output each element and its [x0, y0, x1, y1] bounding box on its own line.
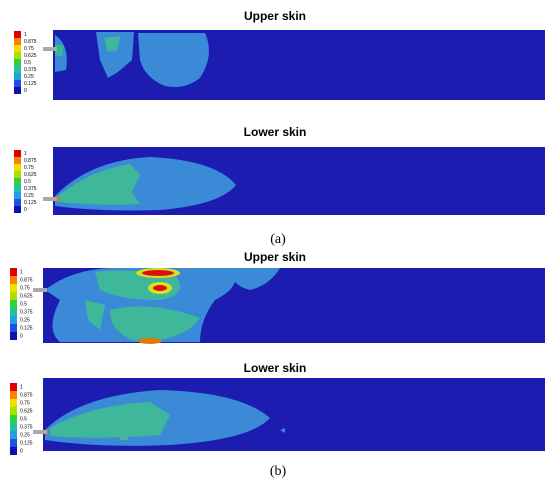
legend-label: 0.125 [24, 200, 37, 206]
legend-swatch [10, 284, 17, 292]
legend-label: 0.875 [20, 392, 33, 398]
legend-swatch [14, 206, 21, 213]
legend-swatch [14, 185, 21, 192]
plot-title: Upper skin [244, 250, 306, 264]
legend-label: 0 [20, 448, 23, 454]
legend-swatch [14, 80, 21, 87]
legend-label: 0.375 [20, 424, 33, 430]
legend-label: 0.375 [24, 186, 37, 192]
legend-swatch [10, 407, 17, 415]
legend-swatch [10, 332, 17, 340]
legend-swatch [14, 150, 21, 157]
legend-swatch [10, 292, 17, 300]
contour-plot [33, 268, 545, 344]
legend-swatch [10, 268, 17, 276]
legend-swatch [14, 73, 21, 80]
legend-swatch [10, 447, 17, 455]
legend-label: 0.5 [20, 416, 27, 422]
legend-swatch [14, 164, 21, 171]
legend-swatch [10, 383, 17, 391]
legend-swatch [14, 171, 21, 178]
legend-label: 1 [24, 32, 27, 38]
panel-label: (a) [270, 232, 286, 247]
legend-label: 0.625 [20, 408, 33, 414]
legend-label: 1 [20, 269, 23, 275]
legend-label: 0 [24, 207, 27, 213]
legend-label: 0.875 [24, 39, 37, 45]
plot-title: Lower skin [244, 361, 307, 375]
legend-swatch [14, 66, 21, 73]
legend-swatch [14, 192, 21, 199]
legend-swatch [10, 423, 17, 431]
legend-swatch [10, 399, 17, 407]
legend-swatch [14, 157, 21, 164]
legend-label: 0.125 [20, 325, 33, 331]
legend-label: 0.25 [20, 432, 30, 438]
legend-swatch [14, 178, 21, 185]
plot-title: Lower skin [244, 125, 307, 139]
legend-label: 0.125 [20, 440, 33, 446]
legend-label: 0.875 [20, 277, 33, 283]
legend-swatch [14, 199, 21, 206]
legend-swatch [10, 391, 17, 399]
legend-label: 0.25 [24, 193, 34, 199]
contour-plot [43, 30, 545, 100]
legend-label: 0.5 [24, 179, 31, 185]
legend-label: 0.75 [20, 285, 30, 291]
legend-label: 0.625 [24, 172, 37, 178]
legend-label: 0.125 [24, 81, 37, 87]
legend-label: 0.625 [24, 53, 37, 59]
legend-label: 0.375 [24, 67, 37, 73]
legend-label: 0.875 [24, 158, 37, 164]
legend-swatch [10, 439, 17, 447]
legend-swatch [10, 431, 17, 439]
legend-label: 0 [20, 333, 23, 339]
legend-swatch [10, 415, 17, 423]
legend-swatch [14, 45, 21, 52]
contour-plot [33, 378, 545, 451]
legend-label: 0.75 [20, 400, 30, 406]
legend-label: 0.5 [24, 60, 31, 66]
legend-swatch [14, 31, 21, 38]
legend-label: 0.625 [20, 293, 33, 299]
legend-label: 0.5 [20, 301, 27, 307]
legend-label: 0.75 [24, 46, 34, 52]
legend-swatch [10, 300, 17, 308]
legend-label: 0.75 [24, 165, 34, 171]
legend-label: 0.25 [20, 317, 30, 323]
legend-swatch [14, 38, 21, 45]
legend-swatch [10, 316, 17, 324]
legend-swatch [10, 276, 17, 284]
legend-swatch [10, 324, 17, 332]
panel-label: (b) [270, 464, 287, 479]
legend-swatch [14, 59, 21, 66]
legend-swatch [14, 87, 21, 94]
plot-title: Upper skin [244, 9, 306, 23]
legend-swatch [14, 52, 21, 59]
contour-plot [43, 147, 545, 215]
legend-label: 1 [24, 151, 27, 157]
legend-swatch [10, 308, 17, 316]
legend-label: 0 [24, 88, 27, 94]
legend-label: 0.375 [20, 309, 33, 315]
legend-label: 0.25 [24, 74, 34, 80]
legend-label: 1 [20, 384, 23, 390]
